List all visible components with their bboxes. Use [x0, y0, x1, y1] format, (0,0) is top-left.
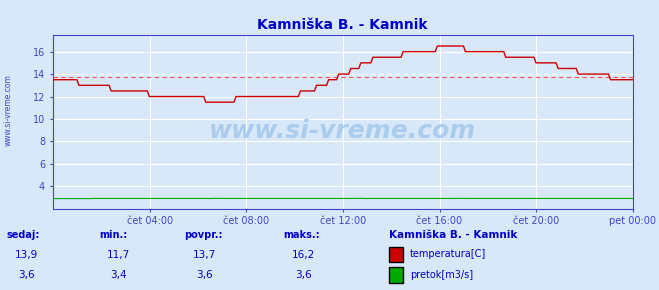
Text: temperatura[C]: temperatura[C]	[410, 249, 486, 259]
Text: pretok[m3/s]: pretok[m3/s]	[410, 269, 473, 280]
Text: Kamniška B. - Kamnik: Kamniška B. - Kamnik	[389, 230, 517, 240]
Text: 13,7: 13,7	[192, 250, 216, 260]
Text: sedaj:: sedaj:	[7, 230, 40, 240]
Text: 3,4: 3,4	[110, 270, 127, 280]
Text: 3,6: 3,6	[18, 270, 35, 280]
Text: 11,7: 11,7	[107, 250, 130, 260]
Text: 3,6: 3,6	[196, 270, 213, 280]
Text: www.si-vreme.com: www.si-vreme.com	[3, 74, 13, 146]
Text: www.si-vreme.com: www.si-vreme.com	[209, 119, 476, 142]
Text: 16,2: 16,2	[291, 250, 315, 260]
Title: Kamniška B. - Kamnik: Kamniška B. - Kamnik	[258, 18, 428, 32]
Text: 3,6: 3,6	[295, 270, 312, 280]
Text: maks.:: maks.:	[283, 230, 320, 240]
Text: min.:: min.:	[99, 230, 127, 240]
Text: povpr.:: povpr.:	[185, 230, 223, 240]
Text: 13,9: 13,9	[14, 250, 38, 260]
